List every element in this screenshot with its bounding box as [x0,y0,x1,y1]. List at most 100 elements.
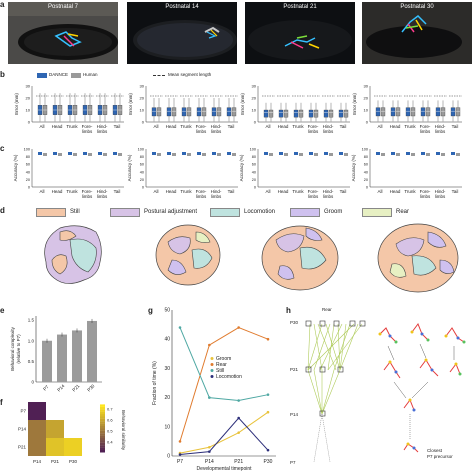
x-tick-label: P21 [71,383,81,393]
series-line-locomotion [179,417,269,456]
y-axis-label: Error (mm) [352,93,357,115]
x-tick-label: P14 [205,459,214,465]
colorbar-tick-label: 0.7 [107,407,113,412]
accuracy-box [157,153,161,156]
row-label-p21: P21 [290,367,299,372]
x-tick-label: Head [278,189,289,194]
x-tick-label: All [377,124,382,129]
box [308,109,314,118]
panel-letter-c: c [0,144,5,153]
x-tick-label: limbs [323,129,334,134]
colorbar-segment [100,421,105,424]
arena-illustration [8,2,118,64]
x-tick-label: Head [390,124,401,129]
x-tick-label: Tail [228,124,235,129]
behavior-map-p30 [377,223,459,293]
series-line-groom [179,411,269,454]
colorbar-segment [100,411,105,415]
data-point [237,326,240,329]
y-tick-label: 100 [138,148,144,152]
y-axis-label: Accuracy (%) [239,154,244,181]
colorbar-segment [100,447,105,451]
colorbar-segment [100,409,105,412]
data-point [237,416,240,420]
accuracy-box [73,153,77,156]
y-tick-label: 1.5 [28,318,35,323]
x-tick-label: Tail [114,124,121,129]
accuracy-box [83,152,87,155]
y-tick-label: 30 [364,84,369,89]
panel-letter-d: d [0,206,5,215]
legend-label: Groom [216,356,231,362]
colorbar-segment [100,430,105,434]
box [405,107,411,117]
y-tick-label: 80 [252,155,256,159]
accuracy-box [376,152,380,155]
photo-title: Postnatal 14 [165,4,199,10]
legend-label: Postural adjustment [144,209,198,215]
accuracy-box [421,152,425,155]
x-tick-label: Tail [114,189,121,194]
y-tick-label: 0 [366,120,369,125]
x-tick-label: Trunk [292,124,304,129]
behavior-maps [44,223,459,293]
y-tick-label: 20 [164,395,170,401]
x-tick-label: Tail [340,189,347,194]
accuracy-box [118,153,122,156]
box [166,107,172,117]
y-tick-label: 100 [250,148,256,152]
y-tick-label: 40 [140,170,144,174]
colorbar-segment [100,435,105,439]
arena-illustration [248,20,352,60]
data-point [266,410,270,414]
y-tick-label: 20 [140,178,144,182]
bar [57,334,67,382]
x-tick-label: Hind- [323,189,334,194]
box [231,107,237,117]
colorbar-segment [100,423,105,427]
accuracy-box [227,152,231,155]
colorbar-segment [100,406,105,410]
data-point [237,431,240,434]
accuracy-box [324,152,328,155]
photo-postnatal-30: Postnatal 30 [362,2,472,64]
accuracy-plots: 0 20 40 60 80 100 Accuracy (%) All Head Trunk Fore… [13,148,462,199]
accuracy-box [344,153,348,156]
accuracy-box [197,152,201,155]
x-tick-label: Hind- [435,124,446,129]
accuracy-box [264,152,268,155]
legend-swatch [210,208,240,217]
box [156,107,162,117]
x-tick-label: Fore- [82,189,93,194]
x-tick-label: Head [166,124,177,129]
x-tick-label: P30 [86,383,96,393]
box [211,107,217,117]
behavior-map-p21 [261,225,339,291]
y-tick-label: 30 [140,84,145,89]
x-tick-label: Trunk [66,189,78,194]
x-tick-label: All [265,189,270,194]
box [343,109,349,118]
photo-title: Postnatal 30 [400,4,434,10]
y-tick-label: 0 [254,186,256,190]
row-label-p14: P14 [290,412,299,417]
accuracy-box [279,152,283,155]
accuracy-box [68,152,72,155]
y-tick-label: 10 [252,108,257,113]
x-tick-label: limbs [97,194,108,199]
accuracy-box [299,153,303,156]
y-tick-label: 60 [140,163,144,167]
accuracy-box [103,153,107,156]
box [380,107,386,117]
box [293,109,299,118]
y-tick-label: 20 [364,96,369,101]
colorbar-segment [100,442,105,446]
x-tick-label: Trunk [404,124,416,129]
y-tick-label: 80 [140,155,144,159]
accuracy-box [113,152,117,155]
panel-letter-g: g [148,306,153,315]
x-tick-label: Trunk [180,189,192,194]
mean-segment-label: Mean segment length [168,72,212,77]
y-axis-label: Accuracy (%) [13,154,18,181]
box [196,107,202,117]
